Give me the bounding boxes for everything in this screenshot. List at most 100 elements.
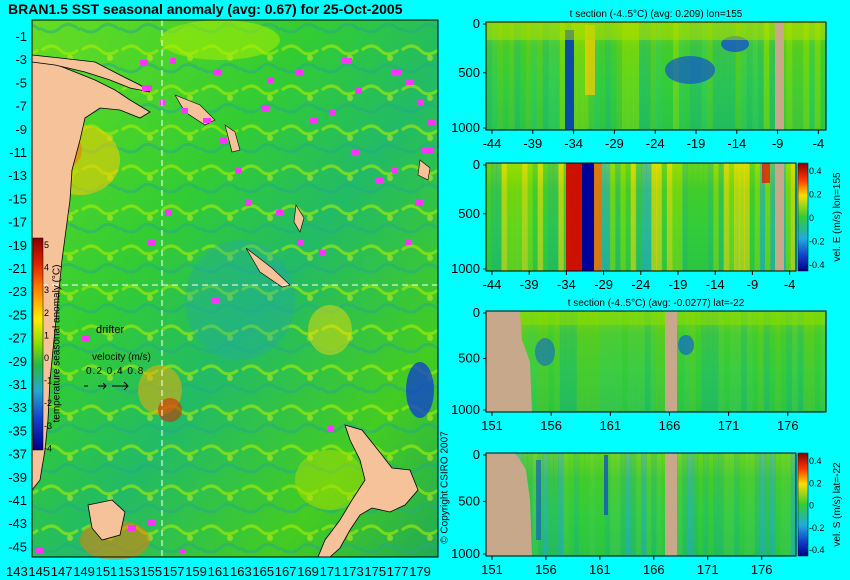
section-stripe (635, 453, 642, 556)
section-stripe (599, 163, 606, 271)
lon-tick-label: 177 (387, 564, 409, 579)
section-stripe (527, 453, 533, 556)
section-stripe (531, 311, 538, 412)
x-tick-label: -14 (706, 277, 725, 292)
solomon-islands (224, 124, 241, 153)
section-panel-1: t section (-4..5°C) (avg: 0.209) lon=155… (451, 9, 827, 151)
section-stripe (646, 163, 652, 271)
section-stripe (687, 453, 694, 556)
section-land-mask (665, 311, 677, 412)
section-stripe (558, 163, 564, 271)
lat-tick-label: -29 (8, 354, 27, 369)
section-stripe (786, 22, 793, 130)
lon-tick-label: 173 (342, 564, 364, 579)
section-stripe (758, 22, 765, 130)
warm-anomaly-patch (158, 398, 182, 422)
velocity-colorbar-tick: 0.4 (809, 166, 822, 176)
x-tick-label: 176 (751, 562, 773, 577)
velocity-colorbar-tick: 0.2 (809, 190, 822, 200)
section-stripe (661, 163, 668, 271)
surface-layer (486, 311, 826, 325)
section-stripe (723, 453, 730, 556)
section-stripe (594, 453, 601, 556)
section-stripe (707, 311, 714, 412)
colorbar-tick-label: 1 (44, 330, 49, 340)
section-stripe (641, 163, 647, 271)
lat-tick-label: -15 (8, 191, 27, 206)
section-stripe (746, 22, 753, 130)
section-stripe (542, 163, 549, 271)
section-stripe (615, 163, 621, 271)
section-stripe (687, 163, 694, 271)
section-stripe (786, 311, 793, 412)
lat-tick-label: -5 (15, 75, 27, 90)
section-title: t section (-4..5°C) (avg: 0.209) lon=155 (570, 9, 743, 20)
section-stripe (692, 163, 699, 271)
section-stripe (625, 453, 632, 556)
section-stripe (739, 453, 745, 556)
cold-feature (678, 335, 694, 355)
section-stripe (635, 163, 642, 271)
section-stripe (814, 22, 821, 130)
lat-tick-label: -25 (8, 307, 27, 322)
section-stripe (752, 311, 759, 412)
velocity-colorbar-tick: -0.4 (809, 260, 825, 270)
lat-tick-label: -11 (9, 145, 27, 160)
lon-tick-label: 159 (185, 564, 207, 579)
section-stripe (809, 22, 816, 130)
section-stripe (559, 311, 566, 412)
map-title: BRAN1.5 SST seasonal anomaly (avg: 0.67)… (8, 1, 403, 17)
section-stripe (718, 163, 725, 271)
map-frame (31, 19, 439, 558)
section-stripe (491, 163, 497, 271)
section-stripe (754, 163, 761, 271)
lat-tick-label: -17 (8, 215, 27, 230)
section-stripe (532, 163, 539, 271)
depth-tick-label: 500 (458, 350, 480, 365)
x-tick-label: 151 (481, 562, 503, 577)
section-stripe (712, 22, 719, 130)
section-stripe (820, 311, 827, 412)
section-stripe (678, 311, 685, 412)
x-tick-label: -39 (523, 136, 542, 151)
section-stripe (520, 22, 527, 130)
section-stripe (593, 22, 600, 130)
section-stripe (765, 163, 771, 271)
section-stripe (763, 311, 770, 412)
section-stripe (522, 163, 528, 271)
eastward-jet (566, 163, 582, 271)
velocity-colorbar-tick: 0 (809, 501, 814, 511)
section-stripe (728, 163, 735, 271)
depth-tick-label: 1000 (451, 261, 480, 276)
section-stripe (615, 453, 621, 556)
section-stripe (558, 453, 564, 556)
eastward-jet (762, 163, 770, 183)
colorbar-tick-label: 5 (44, 240, 49, 250)
section-stripe (724, 22, 731, 130)
warm-feature (585, 25, 595, 95)
lon-tick-label: 179 (409, 564, 431, 579)
new-caledonia (245, 247, 291, 288)
map-labels: -1-3-5-7-9-11-13-15-17-19-21-23-25-27-29… (6, 29, 431, 579)
warm-anomaly-patch (295, 450, 365, 510)
new-zealand-land (317, 424, 419, 558)
section-stripe (525, 22, 532, 130)
depth-tick-label: 500 (458, 493, 480, 508)
section-stripe (758, 311, 765, 412)
temperature-colorbar (32, 237, 44, 451)
section-stripe (491, 22, 498, 130)
section-title: t section (-4..5°C) (avg: -0.0277) lat=-… (568, 298, 745, 309)
section-stripe (734, 163, 740, 271)
lat-tick-label: -9 (15, 122, 27, 137)
section-frame (485, 21, 827, 131)
section-stripe (797, 22, 804, 130)
colorbar-tick-label: -3 (44, 421, 52, 431)
cold-feature (565, 30, 574, 130)
lon-tick-label: 153 (118, 564, 140, 579)
section-stripe (697, 453, 704, 556)
lat-tick-label: -45 (8, 539, 27, 554)
velocity-colorbar-tick: -0.4 (809, 545, 825, 555)
colorbar-label: temperature seasonal anomaly (°C) (51, 264, 63, 423)
x-tick-label: -4 (813, 136, 825, 151)
section-stripe (542, 453, 549, 556)
